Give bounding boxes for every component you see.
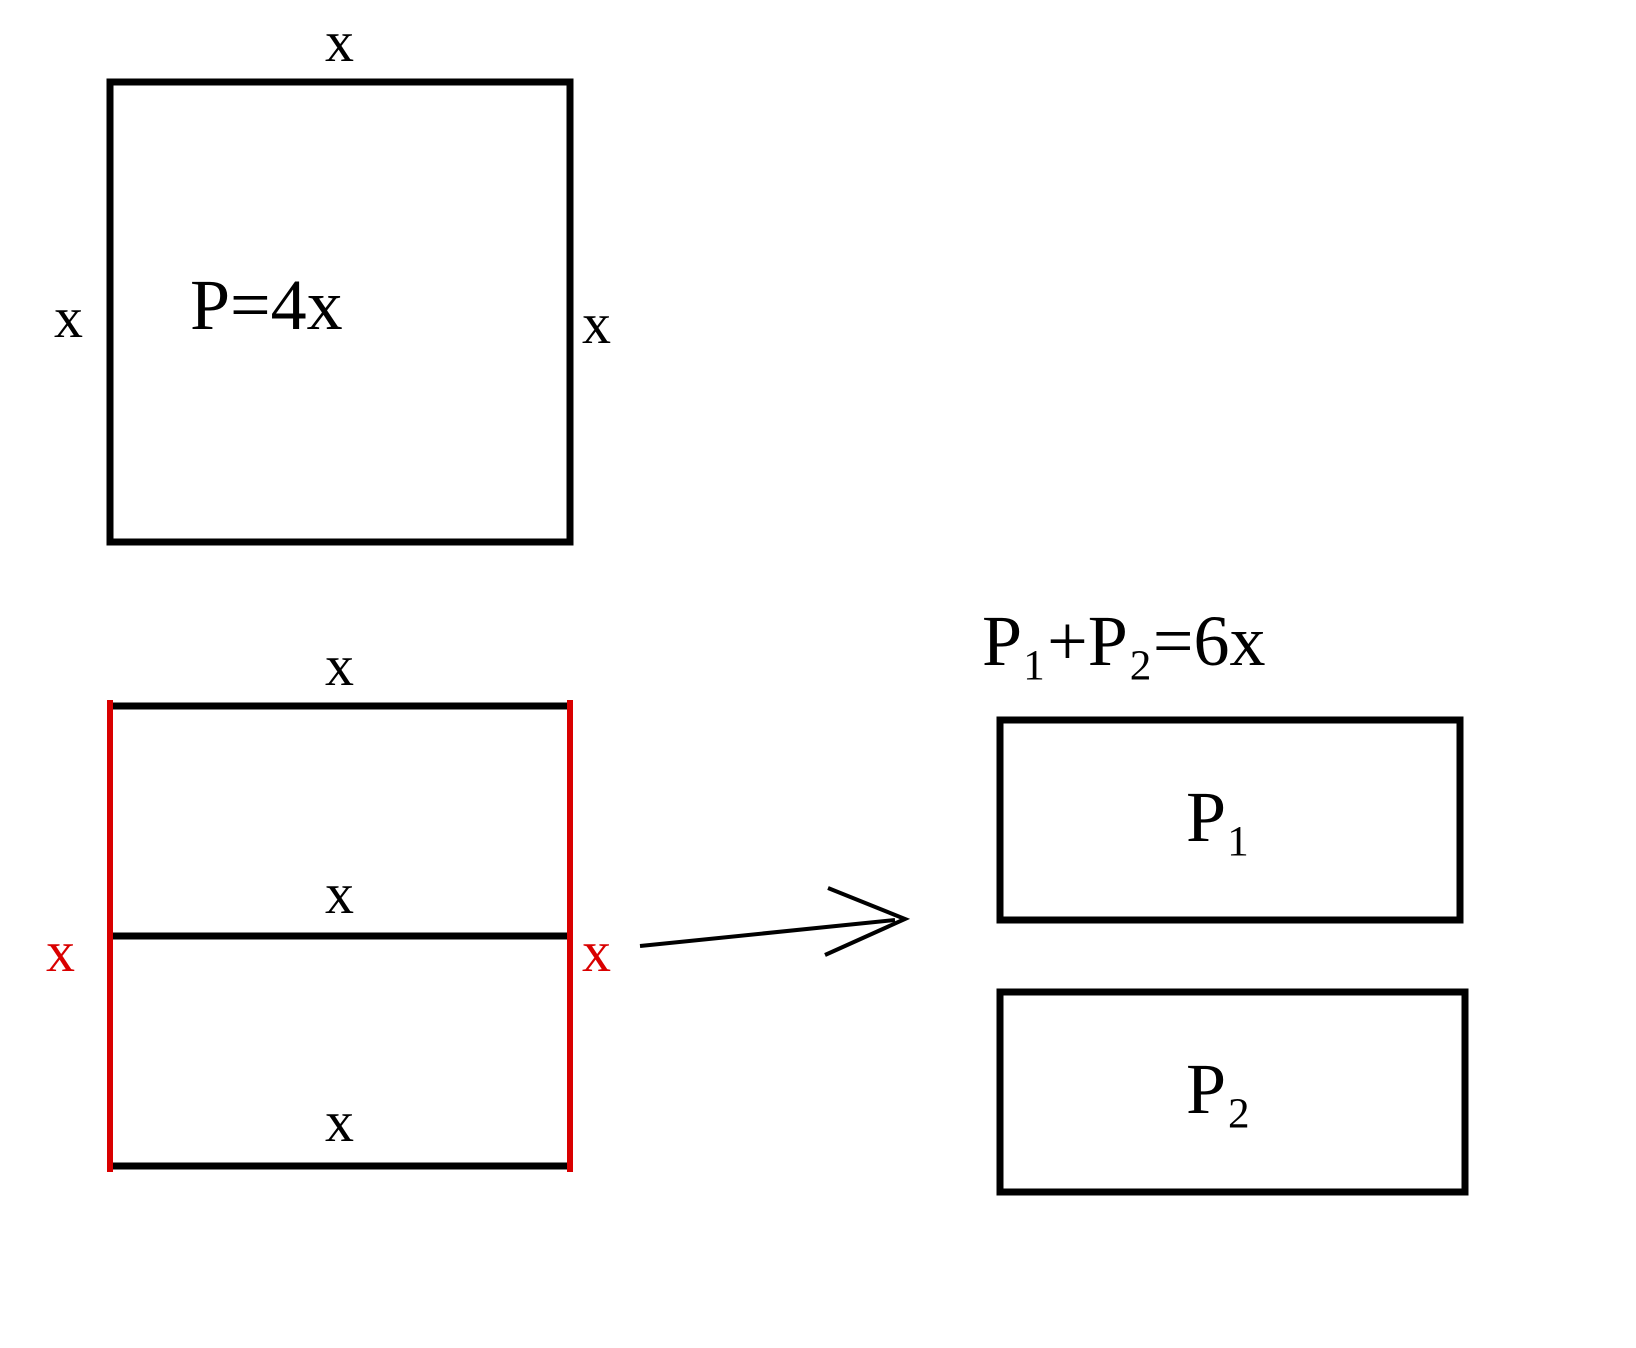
diagram-canvas [0, 0, 1636, 1348]
divided-label-bottom: x [325, 1088, 354, 1155]
divided-label-mid: x [325, 860, 354, 927]
divided-label-right: x [582, 918, 611, 985]
result-header: P₁+P₂=6x [982, 600, 1266, 683]
square-label-top: x [325, 8, 354, 75]
square-label-left: x [54, 284, 83, 351]
divided-label-top: x [325, 632, 354, 699]
square-label-right: x [582, 290, 611, 357]
arrow-icon [640, 888, 905, 955]
square-label-center: P=4x [190, 264, 343, 347]
rect-p1-label: P₁ [1186, 776, 1251, 859]
rect-p2-label: P₂ [1186, 1048, 1251, 1131]
divided-label-left: x [46, 918, 75, 985]
